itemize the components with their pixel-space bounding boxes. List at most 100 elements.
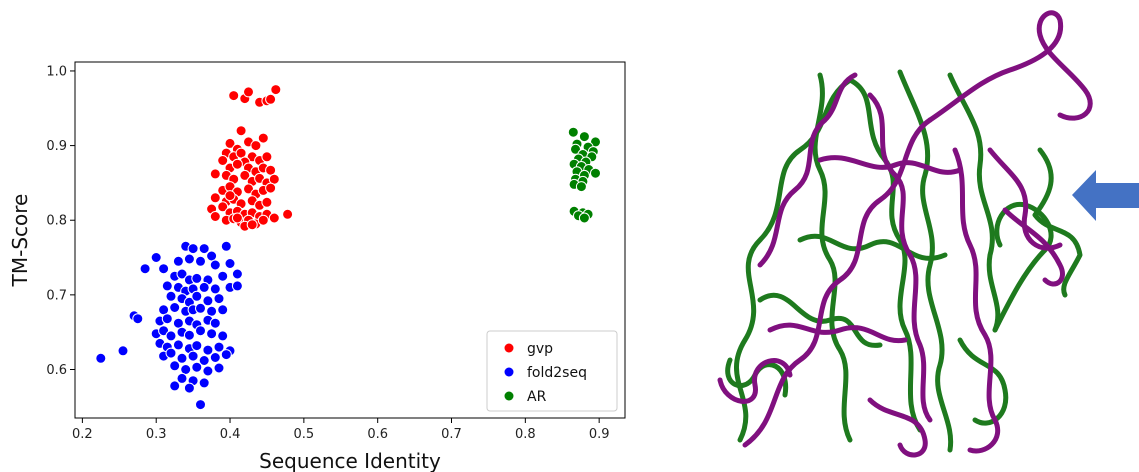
data-point-fold2seq xyxy=(217,330,229,342)
data-point-fold2seq xyxy=(176,268,188,280)
y-tick-label: 1.0 xyxy=(46,64,67,79)
data-point-fold2seq xyxy=(169,360,181,372)
y-tick-label: 0.6 xyxy=(46,363,67,378)
legend-box xyxy=(486,330,618,412)
data-point-gvp xyxy=(257,214,269,226)
data-point-fold2seq xyxy=(209,259,221,271)
data-point-fold2seq xyxy=(183,382,195,394)
data-point-gvp xyxy=(209,192,221,204)
data-point-gvp xyxy=(235,125,247,137)
legend-label-ar: AR xyxy=(527,389,547,405)
data-point-fold2seq xyxy=(161,280,173,292)
data-point-fold2seq xyxy=(187,243,199,255)
data-point-gvp xyxy=(250,140,262,152)
data-point-gvp xyxy=(224,137,236,149)
data-point-fold2seq xyxy=(187,350,199,362)
data-point-fold2seq xyxy=(220,349,232,361)
data-point-fold2seq xyxy=(198,281,210,293)
data-point-gvp xyxy=(261,196,273,208)
data-points xyxy=(95,84,601,411)
data-point-gvp xyxy=(243,86,254,98)
data-point-gvp xyxy=(268,212,280,224)
data-point-fold2seq xyxy=(158,325,170,337)
data-point-gvp xyxy=(228,90,240,102)
x-tick-label: 0.8 xyxy=(515,427,536,442)
data-point-gvp xyxy=(265,93,277,105)
data-point-fold2seq xyxy=(191,361,203,373)
data-point-fold2seq xyxy=(195,325,206,337)
data-point-gvp xyxy=(217,201,229,213)
data-point-fold2seq xyxy=(198,377,210,389)
data-point-fold2seq xyxy=(150,252,162,263)
data-point-gvp xyxy=(282,208,294,220)
data-point-fold2seq xyxy=(195,302,206,314)
x-tick-label: 0.5 xyxy=(294,427,315,442)
data-point-fold2seq xyxy=(231,280,243,292)
data-point-gvp xyxy=(217,155,229,166)
data-point-fold2seq xyxy=(209,317,221,329)
x-tick-label: 0.6 xyxy=(367,427,388,442)
data-point-fold2seq xyxy=(206,250,218,262)
data-point-gvp xyxy=(209,168,221,180)
data-point-gvp xyxy=(231,158,243,170)
data-point-fold2seq xyxy=(213,362,225,374)
data-point-gvp xyxy=(209,211,221,222)
data-point-fold2seq xyxy=(202,344,214,356)
data-point-fold2seq xyxy=(198,243,210,255)
data-point-fold2seq xyxy=(172,255,184,267)
x-tick-label: 0.7 xyxy=(441,427,462,442)
data-point-ar xyxy=(567,126,579,138)
data-point-fold2seq xyxy=(206,328,218,340)
y-tick-label: 0.9 xyxy=(46,139,67,154)
arrow-icon xyxy=(1072,170,1139,221)
data-point-gvp xyxy=(243,183,254,195)
data-point-ar xyxy=(578,212,590,224)
data-point-fold2seq xyxy=(195,255,206,267)
data-point-gvp xyxy=(265,182,277,194)
data-point-gvp xyxy=(224,190,236,202)
data-point-fold2seq xyxy=(217,304,229,316)
legend-marker-ar xyxy=(504,391,514,401)
x-tick-label: 0.2 xyxy=(72,427,93,442)
x-axis-label: Sequence Identity xyxy=(259,449,441,472)
data-point-fold2seq xyxy=(213,293,225,305)
data-point-fold2seq xyxy=(172,317,184,329)
y-tick-label: 0.7 xyxy=(46,288,67,303)
data-point-fold2seq xyxy=(231,268,243,280)
x-tick-label: 0.4 xyxy=(220,427,241,442)
data-point-fold2seq xyxy=(191,340,203,352)
x-tick-label: 0.3 xyxy=(146,427,167,442)
data-point-gvp xyxy=(246,219,258,231)
data-point-ar xyxy=(570,143,581,155)
data-point-fold2seq xyxy=(95,352,107,364)
data-point-fold2seq xyxy=(172,339,184,351)
legend-label-gvp: gvp xyxy=(527,341,553,357)
data-point-fold2seq xyxy=(169,302,181,313)
green-backbone-ribbon xyxy=(725,69,1083,453)
y-tick-label: 0.8 xyxy=(46,214,67,229)
y-axis-label: TM-Score xyxy=(8,194,32,288)
data-point-fold2seq xyxy=(165,290,177,302)
data-point-fold2seq xyxy=(176,352,188,364)
data-point-fold2seq xyxy=(209,352,221,363)
data-point-fold2seq xyxy=(132,313,144,325)
data-point-fold2seq xyxy=(183,253,195,265)
x-tick-label: 0.9 xyxy=(589,427,610,442)
data-point-fold2seq xyxy=(198,355,210,366)
data-point-fold2seq xyxy=(176,372,188,384)
data-point-fold2seq xyxy=(191,290,203,302)
data-point-fold2seq xyxy=(169,380,181,392)
data-point-fold2seq xyxy=(209,283,221,295)
legend: gvp fold2seq AR xyxy=(486,330,618,412)
data-point-fold2seq xyxy=(220,240,232,252)
purple-backbone-ribbon xyxy=(717,10,1093,458)
data-point-fold2seq xyxy=(158,263,170,275)
data-point-fold2seq xyxy=(217,270,229,282)
scatter-plot: 0.2 0.3 0.4 0.5 0.6 0.7 0.8 0.9 0.6 0.7 0.8 0.9 1.0… xyxy=(8,61,626,472)
legend-marker-fold2seq xyxy=(504,367,514,377)
data-point-ar xyxy=(575,181,587,193)
data-point-fold2seq xyxy=(165,330,177,342)
data-point-gvp xyxy=(261,151,273,163)
data-point-fold2seq xyxy=(183,329,195,341)
